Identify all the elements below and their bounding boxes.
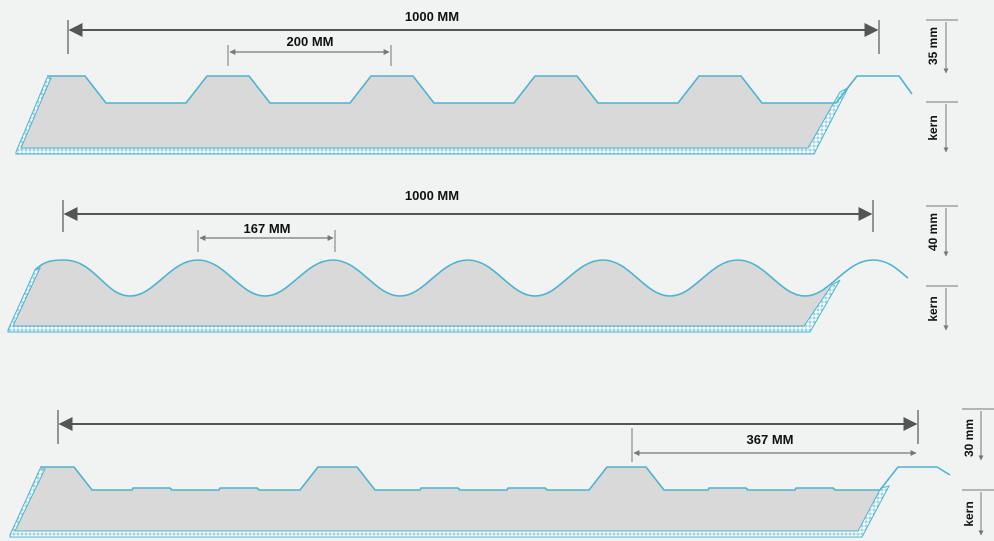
panel-3: 367 MM 30 mm kern [9,408,994,538]
panel-1-core-label: kern [926,115,940,140]
panel-3-profile [40,466,951,491]
panel-1-height-label: 35 mm [926,27,940,65]
panel-3-core-label: kern [962,501,976,526]
panel-2-pitch-label: 167 MM [244,221,291,236]
panel-1-pitch-label: 200 MM [287,34,334,49]
panel-3-body [10,467,884,535]
panel-2: 1000 MM 167 MM 40 mm kern [7,188,958,333]
panel-3-height-label: 30 mm [962,419,976,457]
panel-3-liner [9,468,890,538]
panel-1: 1000 MM 200 MM 35 mm kern [15,9,958,155]
panel-1-liner [15,77,850,155]
panel-2-core-label: kern [926,296,940,321]
panel-3-pitch-label: 367 MM [747,432,794,447]
panel-1-width-label: 1000 MM [405,9,459,24]
panel-2-height-label: 40 mm [926,213,940,251]
panel-2-width-label: 1000 MM [405,188,459,203]
panel-2-profile [34,259,909,297]
panel-1-profile [47,75,913,104]
panel-2-liner [7,267,841,333]
panel-2-body [8,260,835,330]
panel-1-body [16,76,852,152]
